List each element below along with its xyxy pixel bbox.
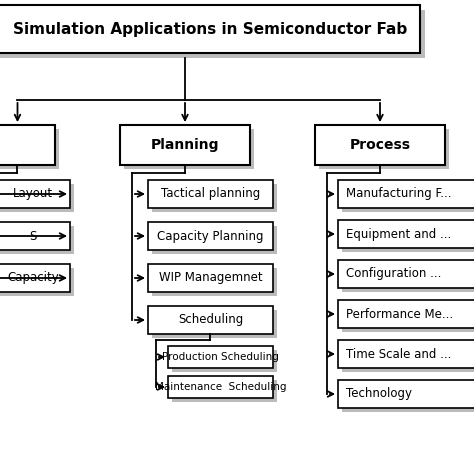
Text: Maintenance  Scheduling: Maintenance Scheduling bbox=[155, 382, 286, 392]
Bar bbox=[172, 380, 277, 402]
Bar bbox=[338, 380, 474, 408]
Bar bbox=[148, 222, 273, 250]
Bar bbox=[0, 226, 74, 254]
Text: Capacity: Capacity bbox=[7, 272, 59, 284]
Bar bbox=[319, 129, 449, 169]
Bar bbox=[168, 346, 273, 368]
Text: Planning: Planning bbox=[151, 138, 219, 152]
Bar bbox=[172, 350, 277, 372]
Text: Technology: Technology bbox=[346, 388, 412, 401]
Bar bbox=[148, 264, 273, 292]
Bar bbox=[120, 125, 250, 165]
Bar bbox=[148, 180, 273, 208]
Bar bbox=[315, 125, 445, 165]
Text: Performance Me...: Performance Me... bbox=[346, 308, 453, 320]
Bar bbox=[152, 184, 277, 212]
Text: Configuration ...: Configuration ... bbox=[346, 267, 441, 281]
Bar bbox=[342, 224, 474, 252]
Bar bbox=[0, 264, 70, 292]
Bar bbox=[0, 184, 74, 212]
Bar bbox=[338, 260, 474, 288]
Text: Equipment and ...: Equipment and ... bbox=[346, 228, 451, 240]
Bar bbox=[168, 376, 273, 398]
Bar bbox=[148, 306, 273, 334]
Text: Time Scale and ...: Time Scale and ... bbox=[346, 347, 451, 361]
Bar bbox=[338, 300, 474, 328]
Bar bbox=[338, 220, 474, 248]
Bar bbox=[342, 264, 474, 292]
Text: Simulation Applications in Semiconductor Fab: Simulation Applications in Semiconductor… bbox=[13, 21, 407, 36]
Bar bbox=[0, 125, 55, 165]
Text: Production Scheduling: Production Scheduling bbox=[162, 352, 279, 362]
Text: Process: Process bbox=[349, 138, 410, 152]
Bar bbox=[338, 180, 474, 208]
Bar bbox=[0, 10, 425, 58]
Bar bbox=[152, 310, 277, 338]
Bar bbox=[0, 268, 74, 296]
Text: Scheduling: Scheduling bbox=[178, 313, 243, 327]
Text: S: S bbox=[29, 229, 36, 243]
Bar bbox=[342, 184, 474, 212]
Text: WIP Managemnet: WIP Managemnet bbox=[159, 272, 262, 284]
Bar bbox=[0, 222, 70, 250]
Text: Manufacturing F...: Manufacturing F... bbox=[346, 188, 452, 201]
Bar bbox=[0, 5, 420, 53]
Bar bbox=[0, 129, 59, 169]
Text: Capacity Planning: Capacity Planning bbox=[157, 229, 264, 243]
Bar bbox=[342, 304, 474, 332]
Bar bbox=[124, 129, 254, 169]
Bar bbox=[0, 180, 70, 208]
Text: Tactical planning: Tactical planning bbox=[161, 188, 260, 201]
Bar bbox=[152, 226, 277, 254]
Bar bbox=[342, 344, 474, 372]
Bar bbox=[338, 340, 474, 368]
Bar bbox=[152, 268, 277, 296]
Text: Layout: Layout bbox=[13, 188, 53, 201]
Bar bbox=[342, 384, 474, 412]
